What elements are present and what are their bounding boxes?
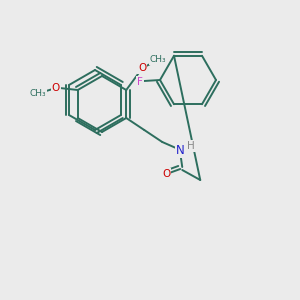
Text: CH₃: CH₃ [29,89,46,98]
Text: CH₃: CH₃ [150,56,166,64]
Text: H: H [188,141,195,151]
Text: O: O [162,169,170,179]
Text: N: N [176,143,184,157]
Text: F: F [137,77,143,87]
Text: O: O [52,83,60,93]
Text: O: O [138,63,146,73]
